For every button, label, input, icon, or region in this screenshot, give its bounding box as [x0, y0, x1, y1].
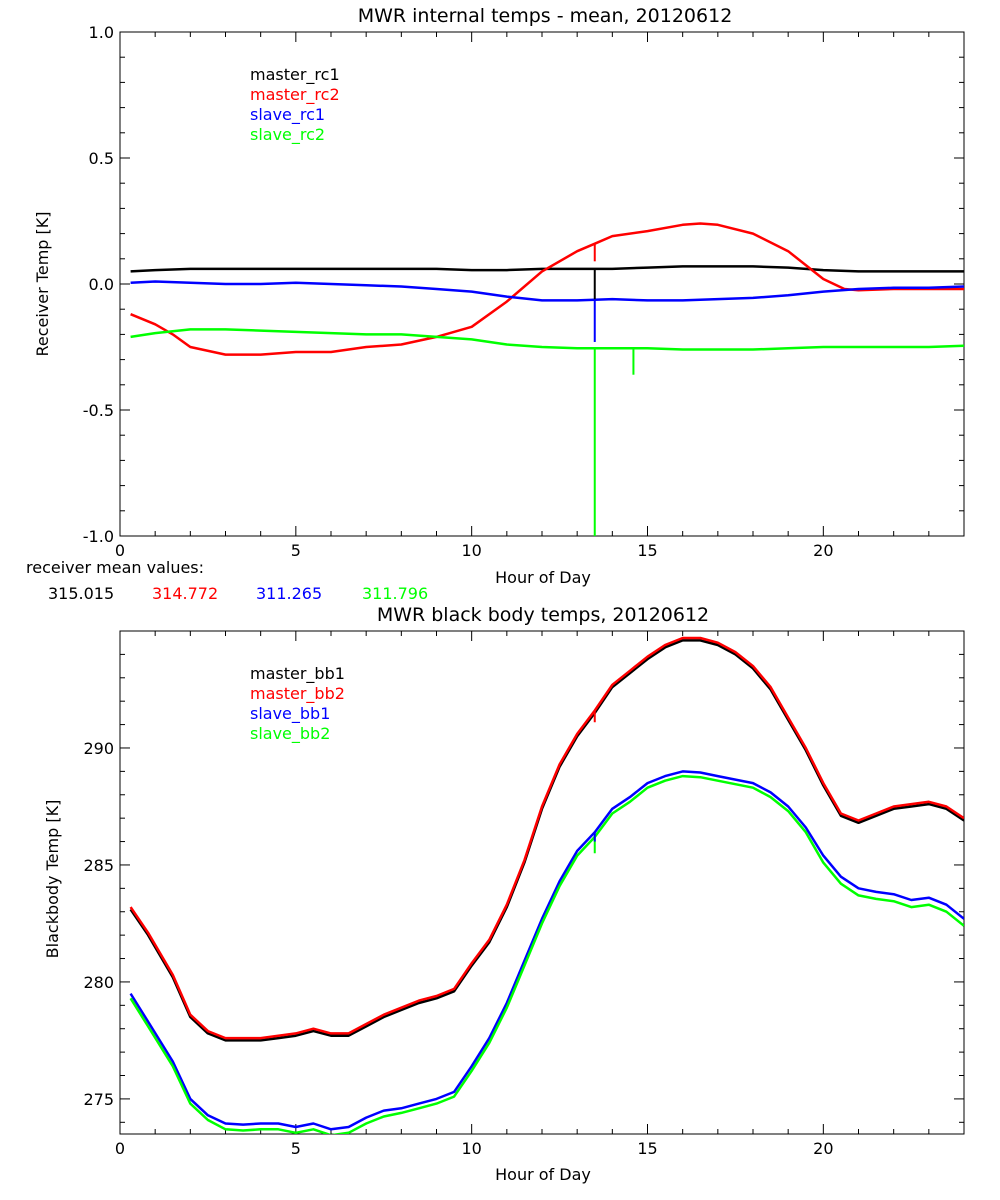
top-chart-xtick-label: 5: [291, 541, 301, 560]
top-plot-area: 0 5 10 15 20 1.0 0.5 0.0 -0.5 -1.0 master_rc1maste…: [83, 23, 965, 560]
bottom-chart-ytick-label: 290: [83, 739, 114, 758]
top-chart-series-slave-rc2: [130, 328, 964, 351]
receiver-mean-value-2: 314.772: [152, 584, 218, 603]
receiver-mean-value-4: 311.796: [362, 584, 428, 603]
top-chart-title: MWR internal temps - mean, 20120612: [358, 5, 733, 27]
top-chart-xlabel: Hour of Day: [495, 568, 591, 587]
top-chart-xtick-label: 0: [115, 541, 125, 560]
top-chart-legend-slave-rc2: slave_rc2: [250, 125, 325, 145]
top-chart-xtick-label: 15: [637, 541, 657, 560]
top-chart-series-master-rc1: [130, 265, 964, 273]
bottom-plot-area: 0 5 10 15 20 275 280 285 290 master_bb1master_bb2…: [83, 630, 965, 1158]
bottom-chart-ytick-label: 275: [83, 1090, 114, 1109]
top-chart-legend-master-rc1: master_rc1: [250, 65, 340, 85]
top-chart-series-master-rc2: [130, 222, 964, 356]
bottom-chart-xtick-label: 10: [461, 1139, 481, 1158]
bottom-chart-xtick-label: 5: [291, 1139, 301, 1158]
bottom-chart-series-slave-bb1: [129, 770, 964, 1131]
top-chart-legend-master-rc2: master_rc2: [250, 85, 340, 105]
top-chart-xtick-label: 20: [813, 541, 833, 560]
top-chart-ytick-label: 0.5: [89, 149, 114, 168]
bottom-chart-legend-master-bb1: master_bb1: [250, 664, 345, 684]
top-chart-ytick-label: 0.0: [89, 275, 114, 294]
bottom-chart-series-master-bb2: [129, 636, 964, 1040]
bottom-chart-xtick-label: 0: [115, 1139, 125, 1158]
bottom-chart-xtick-label: 20: [813, 1139, 833, 1158]
receiver-mean-value-1: 315.015: [48, 584, 114, 603]
receiver-mean-label: receiver mean values:: [26, 558, 204, 577]
bottom-chart-ytick-label: 285: [83, 856, 114, 875]
bottom-chart-series-slave-bb2: [129, 774, 964, 1134]
bottom-chart-ytick-label: 280: [83, 973, 114, 992]
top-chart-series-slave-rc1: [130, 280, 964, 302]
top-chart-ytick-label: 1.0: [89, 23, 114, 42]
bottom-chart-legend-slave-bb2: slave_bb2: [250, 724, 330, 744]
top-chart-ytick-label: -1.0: [83, 527, 114, 546]
top-chart-ylabel: Receiver Temp [K]: [33, 211, 52, 356]
top-chart-ytick-label: -0.5: [83, 401, 114, 420]
bottom-chart-title: MWR black body temps, 20120612: [377, 604, 709, 626]
bottom-chart-xlabel: Hour of Day: [495, 1165, 591, 1184]
top-chart-xtick-label: 10: [461, 541, 481, 560]
bottom-chart-frame: [119, 630, 965, 1135]
bottom-chart-ylabel: Blackbody Temp [K]: [43, 800, 62, 959]
top-chart-legend-slave-rc1: slave_rc1: [250, 105, 325, 125]
bottom-chart-legend-slave-bb1: slave_bb1: [250, 704, 330, 724]
receiver-mean-value-3: 311.265: [256, 584, 322, 603]
bottom-chart-legend-master-bb2: master_bb2: [250, 684, 345, 704]
bottom-chart-xtick-label: 15: [637, 1139, 657, 1158]
